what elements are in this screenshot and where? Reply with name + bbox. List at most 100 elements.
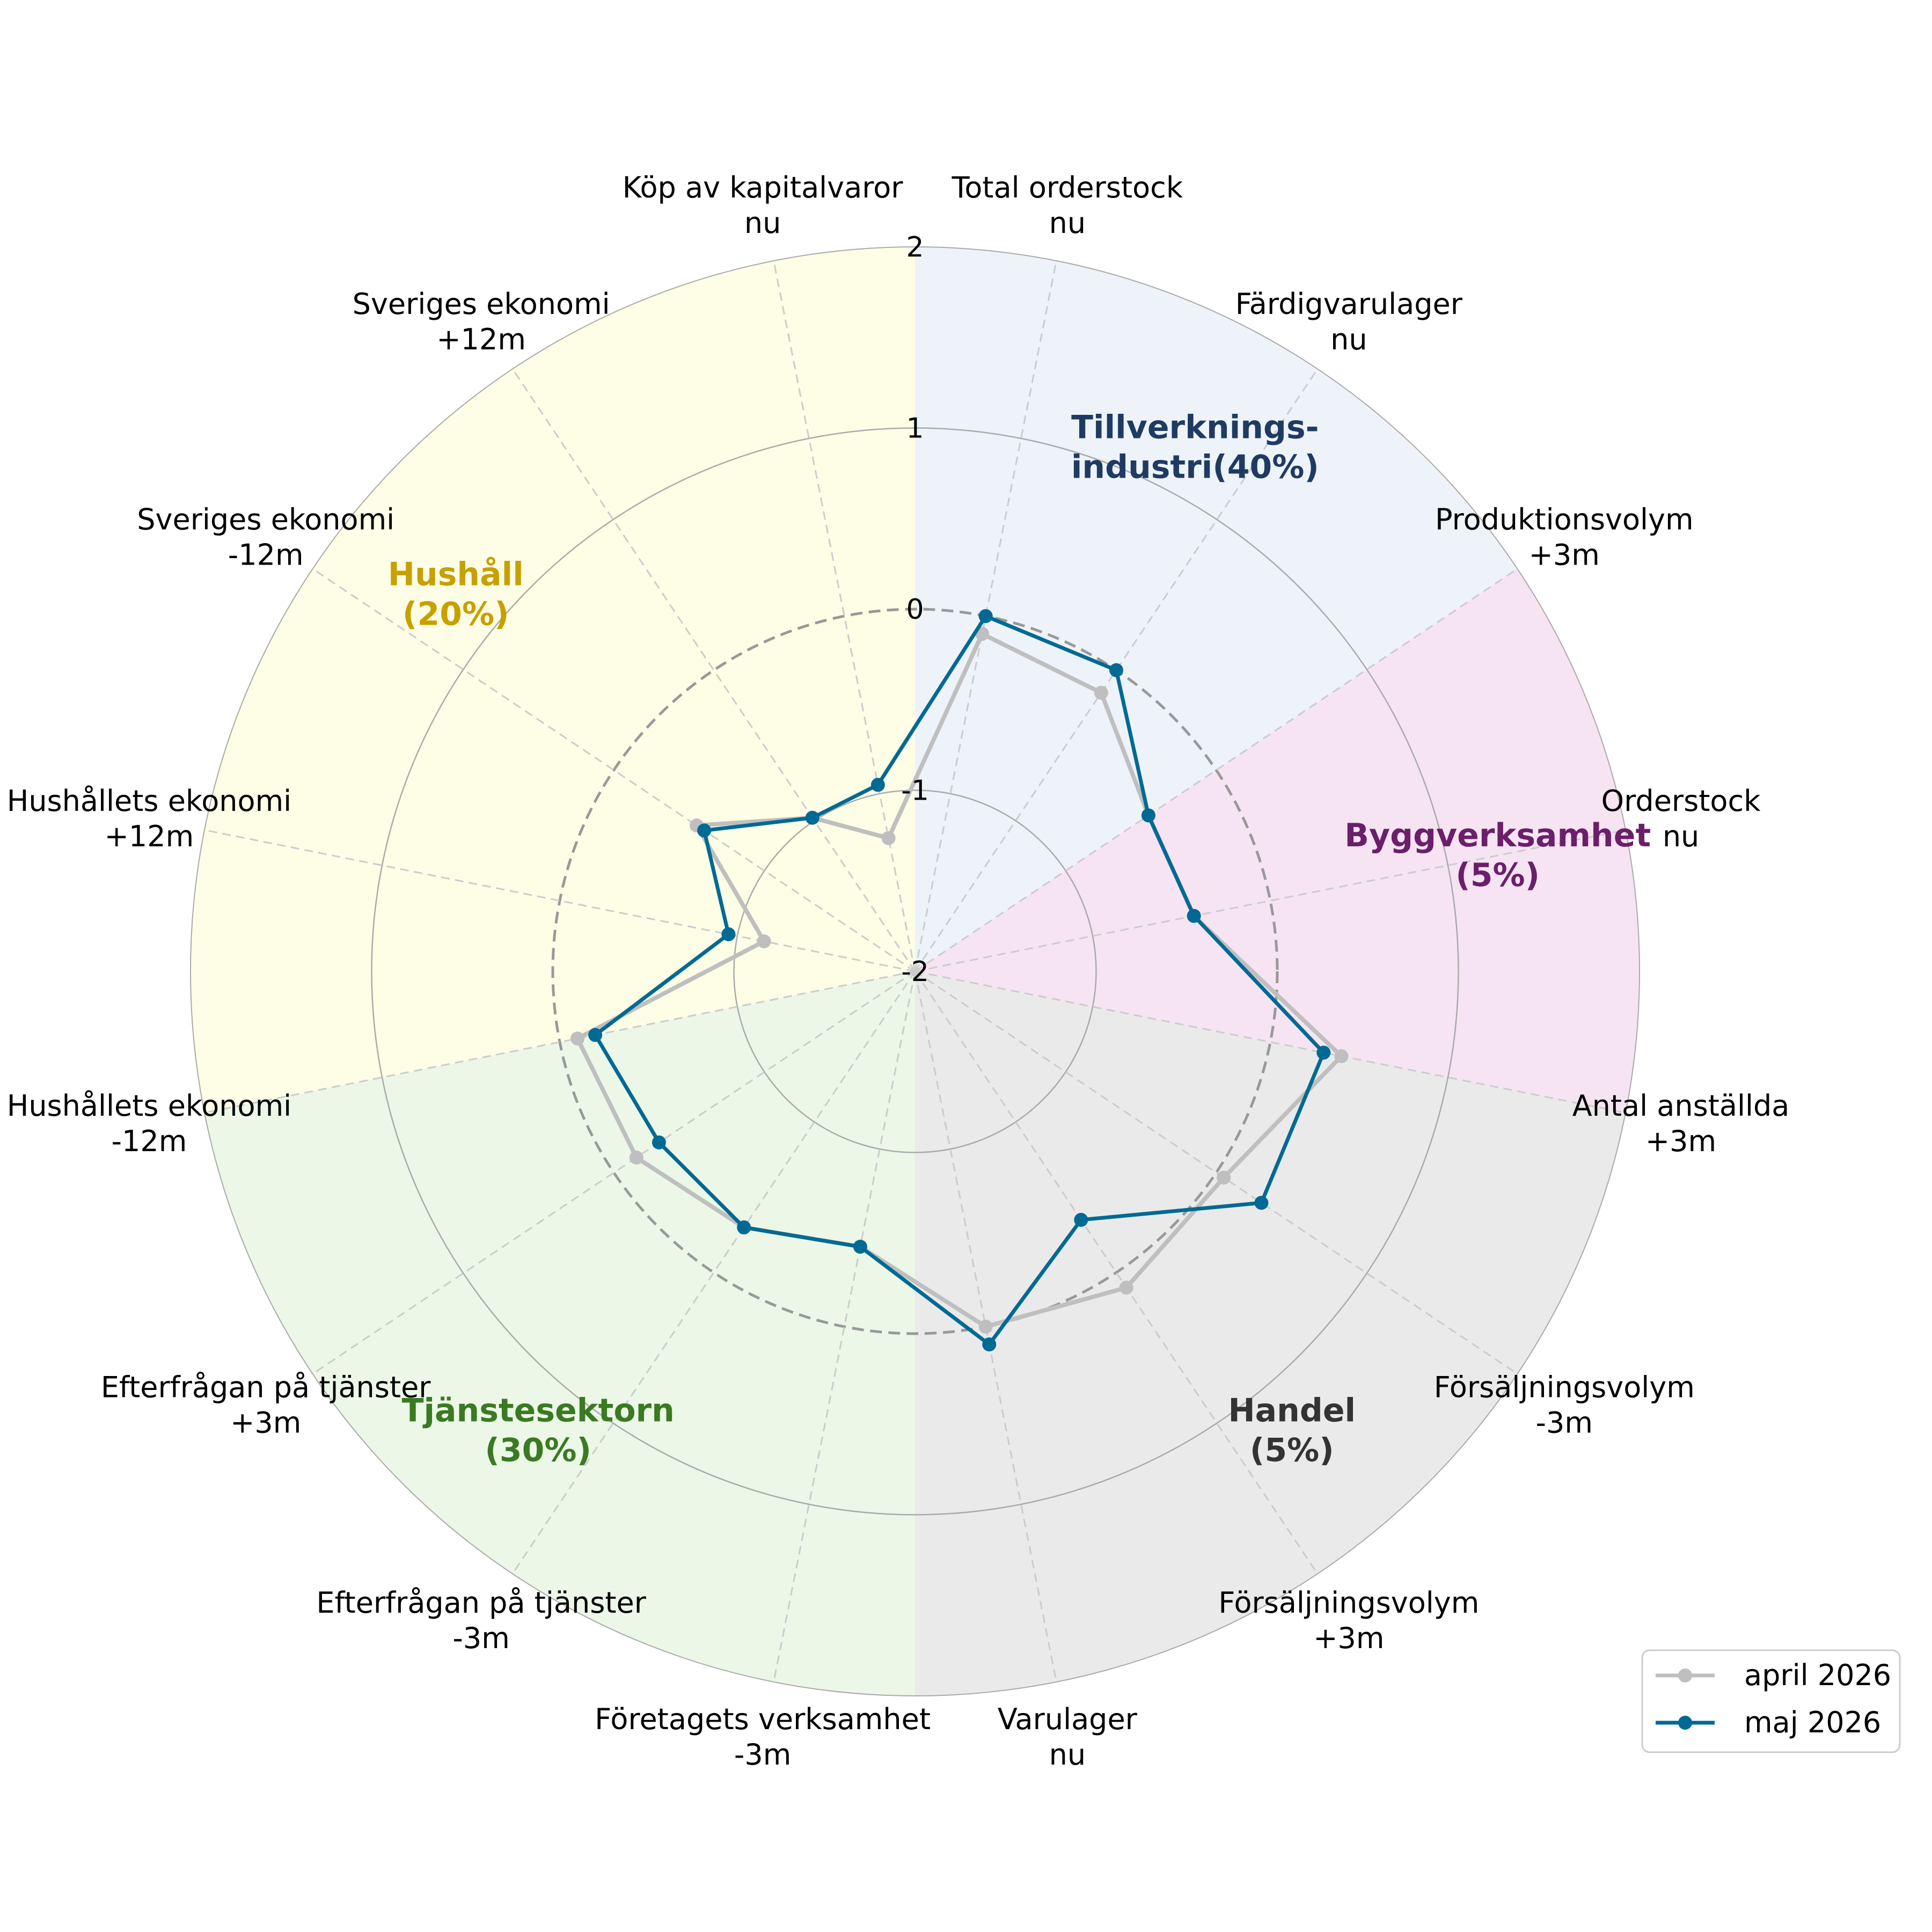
series-1-point-15 bbox=[870, 778, 885, 792]
series-1-point-14 bbox=[805, 810, 819, 825]
category-label-3-line-0: Orderstock bbox=[1601, 784, 1761, 818]
category-label-6-line-1: +3m bbox=[1313, 1621, 1384, 1655]
category-label-13-line-0: Sveriges ekonomi bbox=[137, 503, 394, 537]
category-label-9-line-0: Efterfrågan på tjänster bbox=[316, 1586, 646, 1620]
series-1-point-12 bbox=[721, 927, 736, 941]
category-label-11-line-0: Hushållets ekonomi bbox=[7, 1089, 291, 1123]
spoke-12 bbox=[204, 829, 916, 972]
sector-label-0-line-1: industri(40%) bbox=[1071, 449, 1319, 486]
series-0-point-12 bbox=[757, 934, 771, 949]
tick-label-3: 1 bbox=[906, 413, 924, 445]
category-label-1-line-1: nu bbox=[1330, 323, 1367, 356]
category-label-13-line-1: -12m bbox=[228, 538, 304, 572]
sector-wedge-2 bbox=[915, 971, 1626, 1696]
category-label-3: Orderstock nu bbox=[1601, 784, 1761, 853]
spoke-11 bbox=[204, 970, 916, 1114]
grid-ring-3 bbox=[371, 427, 1459, 1516]
spoke-0 bbox=[914, 260, 1057, 972]
category-label-11: Hushållets ekonomi -12m bbox=[7, 1089, 291, 1158]
sector-label-1-line-1: (5%) bbox=[1455, 857, 1540, 894]
category-label-13: Sveriges ekonomi -12m bbox=[137, 503, 394, 572]
series-1-point-7 bbox=[982, 1337, 997, 1352]
category-label-9-line-1: -3m bbox=[452, 1621, 509, 1655]
series-1-point-10 bbox=[652, 1135, 666, 1150]
category-label-5-line-1: -3m bbox=[1536, 1406, 1593, 1439]
spoke-8 bbox=[773, 971, 916, 1682]
series-1-point-0 bbox=[978, 609, 993, 623]
category-label-9: Efterfrågan på tjänster -3m bbox=[316, 1586, 646, 1655]
sector-label-3: Tjänstesektorn (30%) bbox=[402, 1392, 675, 1469]
legend-marker-maj bbox=[1678, 1716, 1692, 1730]
category-label-0-line-1: nu bbox=[1049, 206, 1086, 240]
sector-wedge-4 bbox=[190, 247, 915, 1113]
series-1-point-2 bbox=[1141, 808, 1155, 823]
radial-ticks: -2 -1 0 1 2 bbox=[901, 231, 929, 988]
sector-label-4-line-0: Hushåll bbox=[388, 556, 524, 594]
series-1-point-13 bbox=[697, 823, 712, 838]
grid-ring-2 bbox=[551, 608, 1279, 1335]
category-label-4-line-1: +3m bbox=[1645, 1124, 1716, 1158]
category-label-12-line-1: +12m bbox=[105, 819, 194, 853]
category-label-14-line-0: Sveriges ekonomi bbox=[353, 287, 610, 321]
category-label-12: Hushållets ekonomi +12m bbox=[7, 784, 291, 853]
sector-wedge-3 bbox=[204, 971, 915, 1696]
category-label-15-line-0: Köp av kapitalvaror bbox=[623, 171, 903, 204]
category-label-10-line-0: Efterfrågan på tjänster bbox=[101, 1370, 431, 1404]
sector-labels: Tillverknings-industri(40%) Byggverksamhe… bbox=[388, 409, 1651, 1469]
series-1-point-11 bbox=[588, 1028, 603, 1042]
category-label-6-line-0: Försäljningsvolym bbox=[1218, 1586, 1479, 1620]
category-label-2-line-0: Produktionsvolym bbox=[1435, 503, 1694, 537]
category-label-7-line-1: nu bbox=[1049, 1738, 1086, 1772]
category-label-4: Antal anställda +3m bbox=[1572, 1089, 1790, 1158]
tick-label-2: 0 bbox=[906, 594, 924, 626]
series-1-point-3 bbox=[1187, 909, 1201, 923]
category-label-8-line-1: -3m bbox=[734, 1738, 791, 1772]
spoke-13 bbox=[312, 568, 916, 972]
sector-label-2: Handel (5%) bbox=[1228, 1392, 1356, 1469]
spoke-2 bbox=[914, 568, 1518, 972]
category-label-2-line-1: +3m bbox=[1529, 538, 1600, 572]
category-label-4-line-0: Antal anställda bbox=[1572, 1089, 1790, 1123]
series-0-point-11 bbox=[570, 1031, 585, 1046]
category-label-7-line-0: Varulager bbox=[998, 1702, 1138, 1736]
sector-label-2-line-1: (5%) bbox=[1250, 1432, 1334, 1469]
category-label-0-line-0: Total orderstock bbox=[952, 171, 1183, 204]
spoke-6 bbox=[914, 971, 1319, 1575]
legend-label-april: april 2026 bbox=[1744, 1658, 1891, 1692]
legend: april 2026 maj 2026 bbox=[1641, 1649, 1901, 1753]
category-label-5-line-0: Försäljningsvolym bbox=[1434, 1370, 1695, 1404]
tick-label-4: 2 bbox=[906, 231, 924, 264]
tick-label-1: -1 bbox=[901, 775, 929, 807]
category-label-0: Total orderstock nu bbox=[952, 171, 1183, 240]
series-0-point-10 bbox=[629, 1150, 643, 1165]
spoke-9 bbox=[511, 971, 916, 1575]
category-label-12-line-0: Hushållets ekonomi bbox=[7, 784, 291, 818]
category-label-3-line-1: nu bbox=[1663, 819, 1699, 853]
series-1-point-6 bbox=[1074, 1213, 1088, 1227]
sector-label-1-line-0: Byggverksamhet bbox=[1344, 817, 1651, 854]
spoke-5 bbox=[914, 970, 1518, 1375]
category-label-2: Produktionsvolym +3m bbox=[1435, 503, 1694, 572]
spoke-1 bbox=[914, 368, 1319, 972]
category-label-8: Företagets verksamhet -3m bbox=[595, 1702, 931, 1772]
category-label-10-line-1: +3m bbox=[230, 1406, 301, 1439]
series-0-point-15 bbox=[881, 831, 896, 845]
series-0-point-4 bbox=[1334, 1049, 1349, 1064]
series-1-point-9 bbox=[737, 1220, 751, 1235]
category-label-5: Försäljningsvolym -3m bbox=[1434, 1370, 1695, 1439]
series-1-point-8 bbox=[853, 1240, 867, 1254]
spoke-3 bbox=[914, 829, 1626, 972]
spoke-10 bbox=[312, 970, 916, 1375]
category-label-6: Försäljningsvolym +3m bbox=[1218, 1586, 1479, 1655]
series-0-point-6 bbox=[1119, 1280, 1133, 1295]
category-label-10: Efterfrågan på tjänster +3m bbox=[101, 1370, 431, 1439]
category-label-14-line-1: +12m bbox=[436, 323, 526, 356]
sector-label-2-line-0: Handel bbox=[1228, 1392, 1356, 1430]
spoke-4 bbox=[914, 970, 1626, 1114]
category-label-11-line-1: -12m bbox=[112, 1124, 187, 1158]
data-series bbox=[570, 609, 1349, 1352]
category-label-15: Köp av kapitalvaror nu bbox=[623, 171, 903, 240]
sector-wedge-0 bbox=[915, 247, 1518, 971]
